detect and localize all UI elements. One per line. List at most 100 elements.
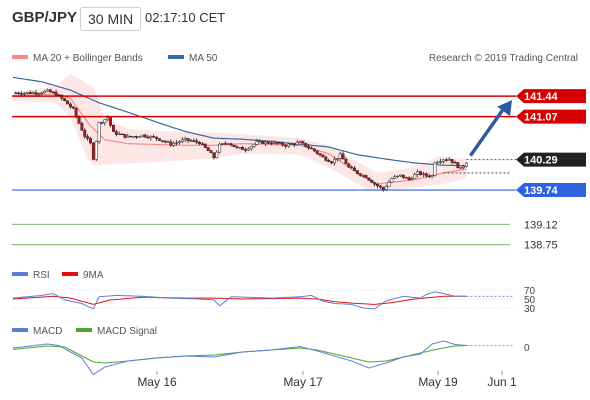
level-label-141.44: 141.44 <box>524 91 559 103</box>
candle-body <box>178 141 181 143</box>
legend-rsi-swatch <box>12 272 28 276</box>
candle-body <box>157 138 161 141</box>
candle-body <box>330 161 334 164</box>
time-axis: May 16 May 17 May 19 Jun 1 <box>137 371 517 389</box>
candle-body <box>203 143 207 148</box>
candle-body <box>390 178 394 183</box>
macd-signal-line <box>12 345 467 364</box>
candle-body <box>146 136 150 139</box>
candle-body <box>212 152 216 159</box>
candle-body <box>347 163 351 168</box>
candle-body <box>266 141 270 144</box>
ma50-line <box>12 76 467 167</box>
chart-header: GBP/JPY 30 MIN 02:17:10 CET <box>0 0 590 36</box>
candle-body <box>376 183 379 187</box>
candle-body <box>140 134 144 137</box>
candle-body <box>307 146 311 149</box>
candle-body <box>215 151 219 159</box>
rsi-level-label-50: 50 <box>524 295 536 306</box>
candle-body <box>456 162 460 168</box>
level-tag-141.44 <box>516 89 586 104</box>
candle-body <box>117 133 121 135</box>
legend-9ma-swatch <box>62 272 78 276</box>
candle-body <box>97 122 101 142</box>
candle-body <box>350 166 354 169</box>
candle-body <box>312 148 316 152</box>
candle-body <box>45 89 49 92</box>
x-tick-label-May-19: May 19 <box>418 375 458 389</box>
candle-body <box>51 91 55 94</box>
candle-body <box>358 173 362 176</box>
candle-body <box>195 140 199 143</box>
candle-body <box>23 92 26 95</box>
candle-body <box>444 159 448 161</box>
candle-body <box>200 143 204 145</box>
rsi-line <box>12 291 467 310</box>
candle-body <box>103 119 107 123</box>
candle-body <box>132 136 135 138</box>
candle-body <box>396 175 400 178</box>
candle-body <box>94 141 98 160</box>
legend-macd-signal-swatch <box>76 328 92 332</box>
candle-body <box>54 92 58 96</box>
candle-body <box>272 142 276 144</box>
last-price-label: 140.29 <box>524 155 558 167</box>
candle-body <box>335 158 339 160</box>
candle-body <box>249 146 253 150</box>
last-price-tag <box>516 152 586 167</box>
candle-body <box>381 186 385 190</box>
candle-body <box>143 134 147 138</box>
candle-body <box>416 171 420 175</box>
candle-body <box>344 158 348 165</box>
candle-body <box>198 141 202 145</box>
candle-body <box>439 161 443 163</box>
candle-body <box>74 107 78 117</box>
candle-body <box>17 92 21 94</box>
candle-body <box>186 138 190 141</box>
candle-body <box>114 131 118 135</box>
candle-body <box>20 93 24 95</box>
candle-body <box>332 158 336 164</box>
level-tag-139.74 <box>516 183 586 198</box>
x-tick-label-May-16: May 16 <box>137 375 177 389</box>
candle-body <box>175 142 179 144</box>
candle-body <box>355 170 359 174</box>
candle-body <box>255 141 259 145</box>
candle-body <box>68 103 72 108</box>
candle-body <box>192 140 196 142</box>
candle-body <box>401 174 405 178</box>
candle-body <box>295 142 299 145</box>
candle-body <box>427 175 431 177</box>
candle-body <box>269 142 273 145</box>
candle-body <box>399 174 402 177</box>
candle-body <box>129 135 133 138</box>
candle-body <box>89 138 92 144</box>
candle-body <box>465 162 468 167</box>
candle-body <box>327 160 331 163</box>
rsi-9ma-line <box>12 295 467 305</box>
legend-rsi-label: RSI <box>33 270 50 281</box>
candle-body <box>43 90 47 94</box>
candle-body <box>284 144 288 147</box>
candle-body <box>361 175 365 177</box>
candle-body <box>25 92 29 94</box>
candle-body <box>459 167 463 169</box>
legend-macd-swatch <box>12 328 28 332</box>
candle-body <box>232 144 236 147</box>
candle-body <box>169 141 173 146</box>
candle-body <box>152 136 156 138</box>
clock-label: 02:17:10 CET <box>145 10 226 25</box>
candle-body <box>218 143 222 153</box>
candle-body <box>341 153 345 160</box>
legend-9ma-label: 9MA <box>83 270 104 281</box>
symbol-title: GBP/JPY <box>12 9 78 26</box>
candle-body <box>123 134 127 138</box>
candle-body <box>48 89 52 93</box>
candle-body <box>453 162 457 164</box>
candle-body <box>321 154 325 158</box>
candle-body <box>315 150 319 154</box>
candle-body <box>292 143 296 145</box>
timeframe-button[interactable]: 30 MIN <box>80 7 142 31</box>
candle-body <box>40 92 44 94</box>
